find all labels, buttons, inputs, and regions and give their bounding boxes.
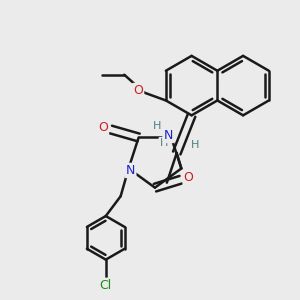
Text: H: H	[160, 138, 168, 148]
Text: O: O	[133, 84, 143, 97]
Text: Cl: Cl	[100, 279, 112, 292]
Text: N: N	[164, 129, 173, 142]
Text: O: O	[98, 121, 108, 134]
Text: H: H	[153, 121, 162, 130]
Text: O: O	[184, 171, 194, 184]
Text: N: N	[126, 164, 135, 177]
Text: H: H	[190, 140, 199, 150]
